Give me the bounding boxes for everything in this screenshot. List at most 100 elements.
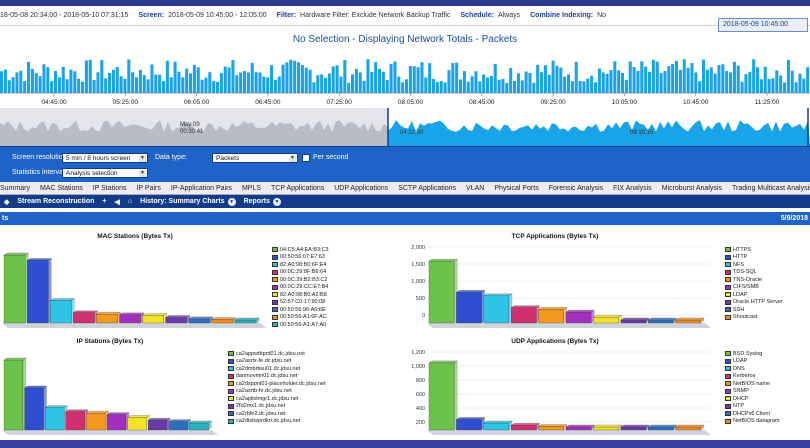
legend-item[interactable]: ca2appwtbprd01.dc.jdsu.net bbox=[228, 350, 326, 358]
tab-microburst-analysis[interactable]: Microburst Analysis bbox=[661, 184, 722, 192]
home-icon[interactable]: ⌂ bbox=[127, 198, 133, 205]
network-packets-chart[interactable]: 04:45:00 05:25:00 06:05:00 06:45:00 07:25:00… bbox=[0, 56, 810, 108]
legend-item[interactable]: SSH bbox=[725, 306, 783, 314]
bar[interactable] bbox=[26, 258, 52, 324]
legend-item[interactable]: 00:50:56:96:A6:6E bbox=[272, 306, 329, 314]
legend-item[interactable]: 52:57:C0:17:90:08 bbox=[272, 299, 329, 307]
bar[interactable] bbox=[565, 424, 595, 431]
bar[interactable] bbox=[647, 317, 677, 324]
bar[interactable] bbox=[85, 410, 109, 431]
reports-menu[interactable]: Reports ▼ bbox=[244, 197, 282, 206]
legend-item[interactable]: NFS bbox=[725, 261, 783, 269]
legend-item[interactable]: Kerberos bbox=[725, 373, 779, 381]
bar[interactable] bbox=[147, 417, 171, 431]
resolution-select[interactable]: 5 min / 8 hours screen ▼ bbox=[62, 153, 148, 163]
bar[interactable] bbox=[565, 309, 595, 324]
bar[interactable] bbox=[188, 316, 214, 324]
bar[interactable] bbox=[234, 317, 260, 324]
legend-item[interactable]: ca2asrtx-fe.dc.jdsu.net bbox=[228, 358, 326, 366]
tab-ip-pairs[interactable]: IP Pairs bbox=[136, 184, 161, 192]
legend-item[interactable]: DNS bbox=[725, 365, 779, 373]
stream-reconstruction-button[interactable]: Stream Reconstruction bbox=[17, 198, 95, 205]
legend-item[interactable]: NetBIOS name bbox=[725, 380, 779, 388]
legend-item[interactable]: TDS-SQL bbox=[725, 269, 783, 277]
legend-item[interactable]: NetBIOS datagram bbox=[725, 418, 779, 426]
legend-item[interactable]: LDAP bbox=[725, 358, 779, 366]
legend-item[interactable]: 00:0C:29:CC:E7:B4 bbox=[272, 284, 329, 292]
tab-forensic-analysis[interactable]: Forensic Analysis bbox=[548, 184, 604, 192]
bar[interactable] bbox=[675, 424, 705, 431]
bar[interactable] bbox=[211, 317, 237, 324]
summary-bar-chart[interactable]: 1,200 1,000 800 600 400 200 bbox=[405, 348, 715, 438]
bar[interactable] bbox=[538, 424, 568, 431]
bar[interactable] bbox=[620, 317, 650, 324]
bar[interactable] bbox=[3, 252, 29, 324]
tab-trading-multicast-analysis[interactable]: Trading Multicast Analysis bbox=[731, 184, 810, 192]
add-icon[interactable]: + bbox=[102, 198, 107, 205]
bar[interactable] bbox=[428, 258, 458, 324]
bar[interactable] bbox=[168, 419, 192, 431]
legend-item[interactable]: ca2dmbrtisu01.dc.jdsu.net bbox=[228, 365, 326, 373]
bar[interactable] bbox=[3, 357, 27, 431]
bar[interactable] bbox=[49, 298, 75, 324]
legend-item[interactable]: 2fd2mx1.dc.jdsu.net bbox=[228, 403, 326, 411]
bar[interactable] bbox=[592, 314, 623, 324]
bar[interactable] bbox=[165, 315, 191, 324]
bar[interactable] bbox=[24, 385, 48, 431]
tab-physical-ports[interactable]: Physical Ports bbox=[494, 184, 539, 192]
bar[interactable] bbox=[455, 290, 486, 324]
legend-item[interactable]: BSD Syslog bbox=[725, 350, 779, 358]
legend-item[interactable]: HTTPS bbox=[725, 246, 783, 254]
legend-item[interactable]: 00:50:56:A1:6F:AC bbox=[272, 314, 329, 322]
legend-item[interactable]: 82:A0:98:B0:6F:E4 bbox=[272, 261, 329, 269]
summary-bar-chart[interactable] bbox=[0, 243, 270, 331]
legend-item[interactable]: 00:50:56:07:E7:63 bbox=[272, 254, 329, 262]
legend-item[interactable]: DHCP bbox=[725, 395, 779, 403]
tab-ip-stations[interactable]: IP Stations bbox=[92, 184, 127, 192]
bar[interactable] bbox=[592, 424, 623, 431]
bar[interactable] bbox=[44, 405, 68, 431]
legend-item[interactable]: ca2aplistmgr1.dc.jdsu.net bbox=[228, 395, 326, 403]
tab-sctp-applications[interactable]: SCTP Applications bbox=[398, 184, 457, 192]
summary-bar-chart[interactable] bbox=[0, 348, 222, 438]
tab-vlan[interactable]: VLAN bbox=[466, 184, 485, 192]
legend-item[interactable]: SNMP bbox=[725, 388, 779, 396]
bar[interactable] bbox=[483, 293, 513, 324]
datatype-select[interactable]: Packets ▼ bbox=[212, 153, 298, 163]
legend-item[interactable]: Oracle HTTP Server bbox=[725, 299, 783, 307]
tab-tcp-applications[interactable]: TCP Applications bbox=[271, 184, 325, 192]
legend-item[interactable]: 04:C5:A4:EA:B3:C3 bbox=[272, 246, 329, 254]
tab-udp-applications[interactable]: UDP Applications bbox=[334, 184, 389, 192]
bar[interactable] bbox=[72, 310, 99, 324]
legend-item[interactable]: TNS-Oracle bbox=[725, 276, 783, 284]
summary-bar-chart[interactable]: 2,000 1,500 1,000 500 0 bbox=[405, 243, 715, 331]
bar[interactable] bbox=[95, 311, 122, 324]
bar[interactable] bbox=[620, 424, 650, 431]
tab-fix-analysis[interactable]: FIX Analysis bbox=[613, 184, 652, 192]
bar[interactable] bbox=[118, 312, 145, 324]
legend-item[interactable]: ca2asrtb-fe.dc.jdsu.net bbox=[228, 388, 326, 396]
per-second-checkbox[interactable] bbox=[302, 154, 310, 162]
bar[interactable] bbox=[455, 417, 486, 431]
legend-item[interactable]: ca2dtsbsprdkrr.dc.jdsu.net bbox=[228, 418, 326, 426]
legend-item[interactable]: danmovmn01.dc.jdsu.net bbox=[228, 373, 326, 381]
bar[interactable] bbox=[675, 317, 705, 324]
legend-item[interactable]: 00:0C:29:8F:B6:64 bbox=[272, 269, 329, 277]
bar[interactable] bbox=[127, 415, 151, 431]
bar[interactable] bbox=[510, 305, 540, 324]
legend-item[interactable]: NTP bbox=[725, 403, 779, 411]
legend-item[interactable]: 00:0C:29:B2:B3:C2 bbox=[272, 276, 329, 284]
legend-item[interactable]: DHCPv6 Client bbox=[725, 410, 779, 418]
bar[interactable] bbox=[142, 313, 168, 324]
legend-item[interactable]: CIFS/SMB bbox=[725, 284, 783, 292]
back-icon[interactable]: ◀ bbox=[114, 198, 120, 206]
bar[interactable] bbox=[106, 412, 130, 431]
interval-select[interactable]: Analysis selection ▼ bbox=[62, 168, 148, 178]
legend-item[interactable]: 82:A0:98:B0:A2:B8 bbox=[272, 291, 329, 299]
tab-mac-stations[interactable]: MAC Stations bbox=[39, 184, 83, 192]
bar[interactable] bbox=[483, 420, 513, 431]
legend-item[interactable]: ca2rbfe2.dc.jdsu.net bbox=[228, 410, 326, 418]
legend-item[interactable]: LDAP bbox=[725, 291, 783, 299]
history-menu[interactable]: History: Summary Charts ▼ bbox=[140, 197, 236, 206]
legend-item[interactable]: Shoutcast bbox=[725, 314, 783, 322]
